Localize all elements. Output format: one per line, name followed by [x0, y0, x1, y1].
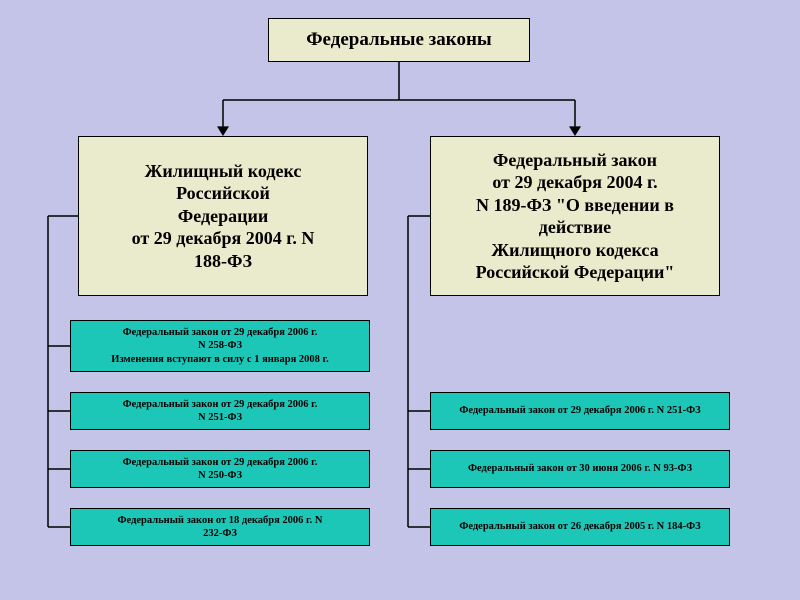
right-item-1-text: Федеральный закон от 30 июня 2006 г. N 9… [468, 462, 692, 475]
right-major-box: Федеральный законот 29 декабря 2004 г.N … [430, 136, 720, 296]
right-item-0: Федеральный закон от 29 декабря 2006 г. … [430, 392, 730, 430]
right-item-1: Федеральный закон от 30 июня 2006 г. N 9… [430, 450, 730, 488]
left-item-3: Федеральный закон от 18 декабря 2006 г. … [70, 508, 370, 546]
right-major-text: Федеральный законот 29 декабря 2004 г.N … [476, 149, 675, 284]
left-item-2-text: Федеральный закон от 29 декабря 2006 г.N… [123, 456, 318, 482]
top-title-text: Федеральные законы [306, 29, 492, 51]
left-item-2: Федеральный закон от 29 декабря 2006 г.N… [70, 450, 370, 488]
left-major-text: Жилищный кодексРоссийскойФедерацииот 29 … [132, 160, 315, 273]
right-item-2: Федеральный закон от 26 декабря 2005 г. … [430, 508, 730, 546]
left-item-1: Федеральный закон от 29 декабря 2006 г.N… [70, 392, 370, 430]
top-title-box: Федеральные законы [268, 18, 530, 62]
right-item-0-text: Федеральный закон от 29 декабря 2006 г. … [459, 404, 700, 417]
left-item-1-text: Федеральный закон от 29 декабря 2006 г.N… [123, 398, 318, 424]
right-item-2-text: Федеральный закон от 26 декабря 2005 г. … [459, 520, 700, 533]
left-item-0: Федеральный закон от 29 декабря 2006 г.N… [70, 320, 370, 372]
left-major-box: Жилищный кодексРоссийскойФедерацииот 29 … [78, 136, 368, 296]
left-item-3-text: Федеральный закон от 18 декабря 2006 г. … [118, 514, 323, 540]
left-item-0-text: Федеральный закон от 29 декабря 2006 г.N… [111, 326, 328, 365]
